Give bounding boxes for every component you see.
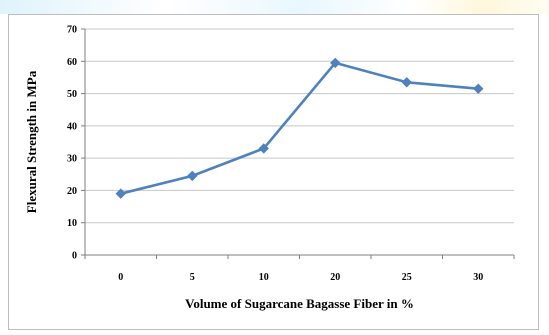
data-point-marker [401, 77, 412, 88]
x-tick-label: 10 [259, 272, 269, 283]
x-axis-title: Volume of Sugarcane Bagasse Fiber in % [185, 296, 414, 311]
x-tick-labels: 0 5 10 20 25 30 [118, 272, 483, 283]
y-tick-label: 40 [67, 121, 77, 132]
chart-frame: 0 10 20 30 40 50 60 70 0 5 10 20 25 30 Flexural Stre… [8, 14, 539, 330]
x-tick-label: 0 [118, 272, 123, 283]
x-tick-label: 25 [402, 272, 412, 283]
gridlines [85, 28, 514, 224]
y-axis-title: Flexural Strength in MPa [24, 70, 39, 213]
series-line [120, 61, 479, 195]
data-point-marker [330, 57, 341, 69]
y-tick-label: 30 [67, 154, 77, 165]
data-point-marker [187, 170, 198, 182]
x-tick-label: 30 [473, 272, 483, 283]
y-tick-label: 50 [67, 89, 77, 100]
data-point-marker [258, 143, 269, 154]
y-tick-label: 70 [67, 25, 77, 36]
x-tick-label: 5 [190, 272, 195, 283]
data-point-marker [115, 188, 126, 199]
y-tick-label: 10 [67, 218, 77, 229]
y-tick-label: 60 [67, 57, 77, 68]
y-tick-label: 0 [72, 251, 77, 262]
y-tick-label: 20 [67, 186, 77, 197]
y-tick-labels: 0 10 20 30 40 50 60 70 [67, 25, 77, 262]
header-band [0, 0, 549, 14]
data-point-marker [473, 83, 484, 94]
series-flexural-strength [115, 57, 484, 199]
x-tick-label: 20 [330, 272, 340, 283]
axes [81, 28, 515, 259]
line-chart: 0 10 20 30 40 50 60 70 0 5 10 20 25 30 Flexural Stre… [24, 25, 515, 311]
